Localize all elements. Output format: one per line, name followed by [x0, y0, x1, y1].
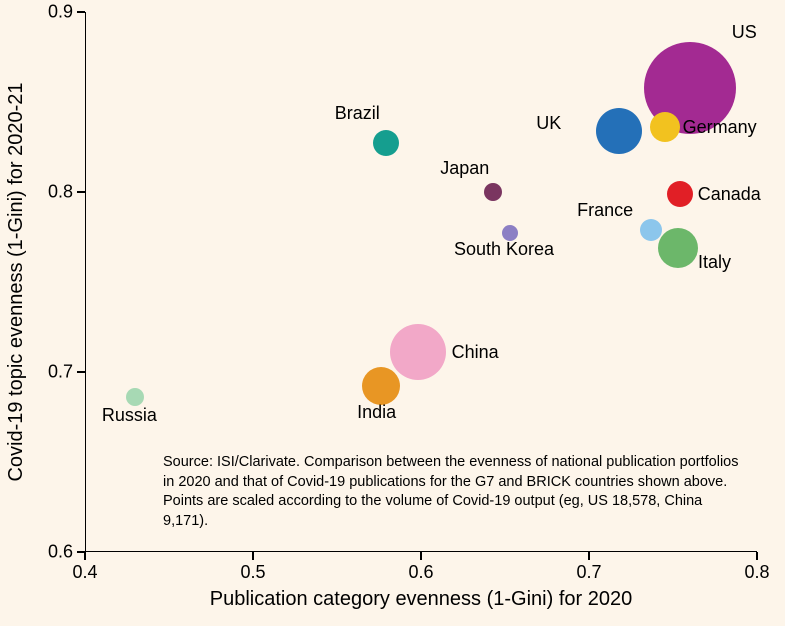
- x-tick-label: 0.7: [576, 562, 601, 583]
- bubble-label-germany: Germany: [683, 117, 757, 138]
- bubble-uk: [596, 108, 642, 154]
- x-tick: [84, 552, 86, 560]
- bubble-label-italy: Italy: [698, 252, 731, 273]
- bubble-label-uk: UK: [536, 113, 561, 134]
- bubble-japan: [484, 183, 502, 201]
- bubble-italy: [658, 228, 698, 268]
- y-tick-label: 0.8: [48, 182, 73, 203]
- bubble-india: [362, 367, 400, 405]
- source-note: Source: ISI/Clarivate. Comparison betwee…: [163, 453, 743, 531]
- x-tick: [252, 552, 254, 560]
- x-axis-label: Publication category evenness (1-Gini) f…: [210, 588, 632, 611]
- bubble-label-south-korea: South Korea: [454, 239, 554, 260]
- bubble-label-india: India: [357, 402, 396, 423]
- bubble-china: [390, 324, 446, 380]
- bubble-scatter-chart: 0.4 0.5 0.6 0.7 0.8 0.6 0.7 0.8 0.9 Publication c…: [0, 0, 785, 626]
- bubble-brazil: [373, 130, 399, 156]
- bubble-label-france: France: [577, 200, 633, 221]
- x-tick: [420, 552, 422, 560]
- bubble-russia: [126, 388, 144, 406]
- y-tick: [77, 371, 85, 373]
- x-tick-label: 0.5: [240, 562, 265, 583]
- bubble-label-china: China: [452, 342, 499, 363]
- bubble-germany: [650, 112, 680, 142]
- y-tick-label: 0.7: [48, 362, 73, 383]
- x-tick-label: 0.8: [744, 562, 769, 583]
- x-tick: [756, 552, 758, 560]
- bubble-france: [640, 219, 662, 241]
- bubble-canada: [667, 181, 693, 207]
- y-axis-label: Covid-19 topic evenness (1-Gini) for 202…: [5, 82, 28, 481]
- bubble-label-brazil: Brazil: [335, 103, 380, 124]
- bubble-label-us: US: [732, 22, 757, 43]
- bubble-label-russia: Russia: [102, 405, 157, 426]
- x-tick: [588, 552, 590, 560]
- y-tick: [77, 551, 85, 553]
- y-tick-label: 0.6: [48, 542, 73, 563]
- y-tick: [77, 11, 85, 13]
- x-tick-label: 0.6: [408, 562, 433, 583]
- y-tick-label: 0.9: [48, 2, 73, 23]
- x-tick-label: 0.4: [72, 562, 97, 583]
- y-tick: [77, 191, 85, 193]
- bubble-label-japan: Japan: [440, 158, 489, 179]
- bubble-label-canada: Canada: [698, 184, 761, 205]
